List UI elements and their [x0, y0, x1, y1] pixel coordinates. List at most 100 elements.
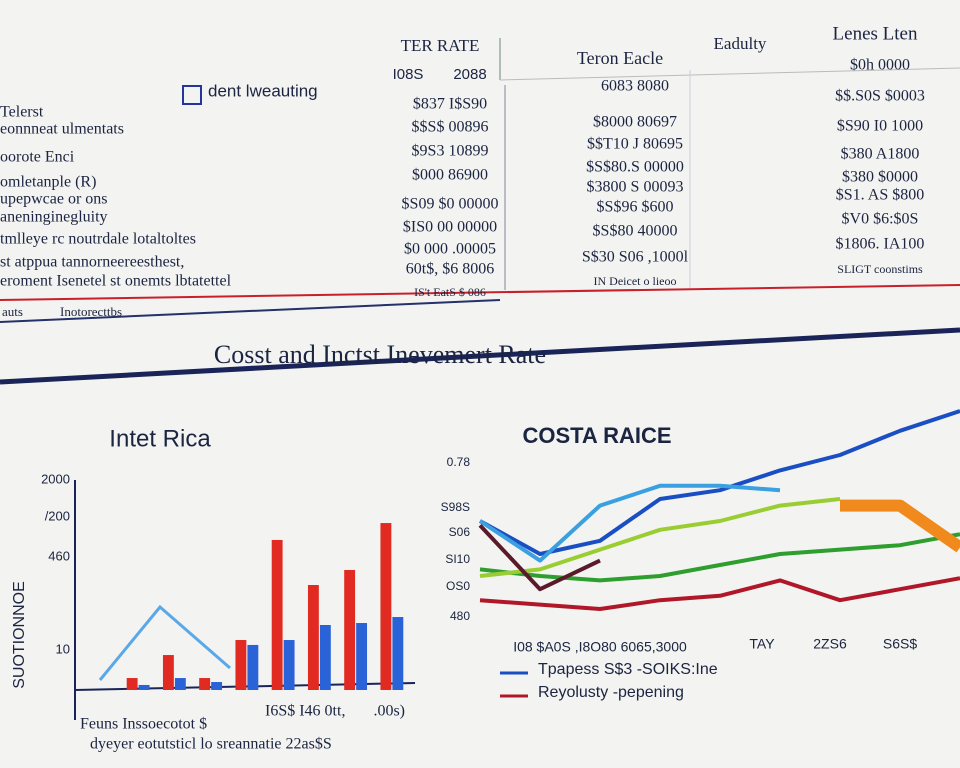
bar — [126, 678, 138, 690]
line — [840, 499, 960, 553]
table-cell: $1806. IA100 — [836, 236, 925, 253]
table-cell: $380 A1800 — [841, 146, 920, 163]
row-label: omletanple (R) — [0, 174, 96, 191]
bar — [199, 678, 211, 690]
divider — [0, 284, 960, 301]
table-cell: $3800 S 00093 — [587, 179, 684, 196]
legend-label: Reyolusty -pepening — [538, 684, 684, 701]
table-cell: $0 000 .00005 — [404, 241, 496, 258]
column-header: Eadulty — [714, 34, 767, 53]
x-axis-label: S6S$ — [883, 636, 917, 652]
x-axis-label: .00s) — [373, 703, 405, 720]
table-cell: IN Deicet o lieoo — [594, 274, 677, 288]
table-cell: S$30 S06 ,1000l — [582, 249, 689, 266]
divider — [499, 67, 960, 81]
table-cell: 6083 8080 — [601, 78, 669, 95]
bar — [344, 569, 356, 690]
x-axis-label: 2ZS6 — [813, 636, 847, 652]
table-cell: $V0 $6:$0S — [842, 211, 919, 228]
table-cell: $$S$ 00896 — [412, 119, 489, 136]
row-label: st atppua tannorneereesthest, — [0, 254, 184, 271]
subheader: I08S — [393, 66, 424, 83]
bar — [271, 539, 283, 690]
table-cell: $$.S0S $0003 — [835, 88, 925, 105]
row-label: tmlleye rc noutrdale lotaltoltes — [0, 231, 196, 248]
x-axis-label: I6S$ I46 0tt, — [265, 703, 345, 720]
line — [479, 576, 960, 611]
table-cell: $S90 I0 1000 — [837, 118, 923, 135]
bar — [162, 655, 174, 690]
y-axis-title: SUOTIONNOE — [11, 581, 28, 689]
section-label: dent lweauting — [208, 81, 318, 100]
y-axis-label: /200 — [45, 508, 70, 523]
y-axis-label: SI10 — [445, 552, 470, 566]
subheader: 2088 — [453, 66, 486, 83]
y-axis-label: 480 — [450, 609, 470, 623]
legend-label: Tpapess S$3 -SOIKS:Ine — [538, 661, 718, 678]
line — [479, 497, 841, 578]
table-cell: $S$80 40000 — [593, 223, 678, 240]
decor-line — [98, 604, 231, 681]
divider — [0, 299, 501, 323]
line — [478, 524, 601, 592]
bar — [283, 640, 295, 690]
y-axis-label: 0.78 — [447, 455, 471, 469]
row-label: Telerst — [0, 104, 44, 121]
y-axis-label: S98S — [441, 500, 470, 514]
bar — [211, 682, 223, 690]
x-axis-label: Feuns Inssoecotot $ — [80, 716, 207, 733]
icon — [182, 85, 202, 105]
table-cell: $S09 $0 00000 — [402, 196, 499, 213]
column-header: Teron Eacle — [577, 48, 663, 68]
y-axis-label: 2000 — [41, 471, 70, 486]
bar — [356, 623, 368, 690]
x-axis-label: dyeyer eotutsticl lo sreannatie 22as$S — [90, 736, 332, 753]
table-cell: $8000 80697 — [593, 114, 677, 131]
y-axis-label: OS0 — [446, 579, 470, 593]
bar — [247, 644, 259, 690]
x-axis-label: I08 $A0S ,I8O80 6065,3000 — [513, 639, 687, 655]
x-axis-label: TAY — [749, 636, 775, 652]
line — [478, 483, 781, 563]
heading-rule — [0, 327, 960, 385]
table-cell: $$T10 J 80695 — [587, 136, 683, 153]
table-cell: $IS0 00 00000 — [403, 219, 497, 236]
table-cell: $S$80.S 00000 — [586, 159, 684, 176]
table-cell: IS't EatS $ 086 — [414, 285, 486, 299]
bar — [319, 625, 331, 690]
table-cell: $837 I$S90 — [413, 96, 487, 113]
table-cell: $380 $0000 — [842, 169, 918, 186]
y-axis-label: 460 — [48, 548, 70, 563]
row-label: eonnneat ulmentats — [0, 121, 124, 138]
row-label: upepwcae or ons — [0, 191, 108, 208]
table-cell: $0h 0000 — [850, 57, 910, 74]
row-label: aneninginegluity — [0, 209, 108, 226]
y-axis-label: 10 — [56, 641, 70, 656]
table-cell: $S1. AS $800 — [836, 187, 924, 204]
row-label: Inotorecttbs — [60, 304, 122, 319]
column-header: TER RATE — [401, 36, 480, 55]
line — [479, 409, 960, 556]
row-label: auts — [2, 304, 23, 319]
column-header: Lenes Lten — [833, 23, 918, 44]
table-cell: $S$96 $600 — [597, 199, 674, 216]
row-label: oorote Enci — [0, 149, 75, 166]
chart-title: COSTA RAICE — [522, 423, 671, 448]
bar — [392, 617, 404, 690]
chart-title: Intet Rica — [109, 425, 211, 452]
table-cell: $000 86900 — [412, 167, 488, 184]
heading: Cosst and Inctst Inevemert Rate — [214, 340, 546, 369]
row-label: eroment Isenetel st onemts lbtatettel — [0, 273, 232, 290]
table-cell: SLIGT coonstims — [837, 262, 923, 276]
bar — [138, 684, 150, 690]
table-cell: $9S3 10899 — [412, 143, 489, 160]
y-axis-label: S06 — [449, 525, 471, 539]
bar — [174, 678, 186, 690]
table-cell: 60t$, $6 8006 — [406, 261, 494, 278]
bar — [235, 640, 247, 690]
bar — [307, 585, 319, 690]
bar — [380, 523, 392, 690]
